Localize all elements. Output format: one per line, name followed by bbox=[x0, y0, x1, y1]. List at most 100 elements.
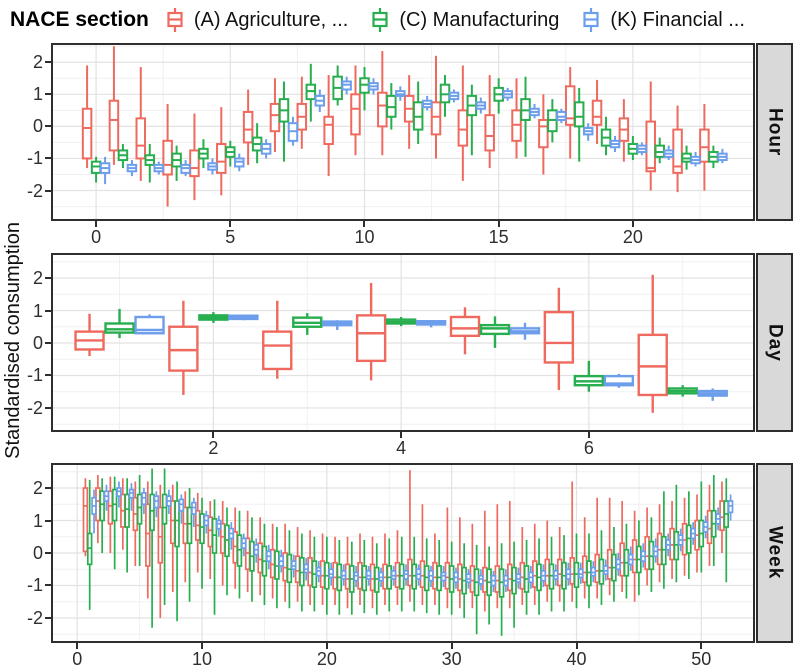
x-tick-label: 15 bbox=[488, 227, 509, 247]
y-tick-mark bbox=[45, 157, 51, 160]
boxplot bbox=[382, 533, 388, 605]
boxplot bbox=[166, 489, 172, 515]
boxplot bbox=[412, 81, 424, 145]
boxplot bbox=[399, 536, 405, 612]
y-tick-label: -1 bbox=[26, 365, 43, 386]
boxplot bbox=[145, 481, 151, 599]
x-tick-mark bbox=[201, 643, 204, 649]
boxplot bbox=[444, 507, 451, 609]
boxplot bbox=[353, 565, 359, 588]
boxplot bbox=[636, 142, 648, 156]
boxplot bbox=[180, 160, 191, 177]
x-tick-mark bbox=[631, 221, 634, 227]
boxplot bbox=[586, 533, 592, 609]
boxplot bbox=[207, 501, 213, 579]
panel-border bbox=[51, 463, 755, 643]
y-tick-label: 0 bbox=[32, 543, 43, 563]
boxplot bbox=[116, 481, 122, 508]
x-tick-label: 2 bbox=[208, 438, 219, 458]
y-tick-label: -2 bbox=[26, 397, 43, 418]
boxplot bbox=[606, 497, 613, 596]
boxplot bbox=[565, 562, 572, 586]
boxplot bbox=[581, 517, 588, 599]
x-tick-mark bbox=[363, 221, 366, 227]
boxplot bbox=[224, 507, 230, 596]
boxplot bbox=[228, 522, 235, 550]
boxplot bbox=[603, 373, 635, 388]
boxplot bbox=[278, 81, 290, 162]
boxplot bbox=[453, 567, 459, 589]
boxplot bbox=[449, 307, 481, 355]
boxplot bbox=[385, 316, 417, 327]
boxplot bbox=[600, 116, 612, 156]
boxplot bbox=[407, 470, 413, 602]
panel-border bbox=[51, 253, 755, 432]
y-tick-label: -2 bbox=[26, 607, 43, 628]
boxplot bbox=[609, 136, 621, 153]
boxplot bbox=[174, 481, 180, 622]
boxplot bbox=[473, 544, 480, 635]
boxplot bbox=[717, 148, 728, 164]
panel-border bbox=[51, 43, 755, 221]
boxplot bbox=[332, 65, 343, 106]
boxplot bbox=[144, 144, 156, 183]
x-tick-mark bbox=[229, 221, 232, 227]
legend-item-financial: (K) Financial ... bbox=[581, 7, 745, 33]
y-tick-mark bbox=[45, 125, 51, 128]
boxplot bbox=[225, 140, 236, 167]
boxplot bbox=[303, 557, 309, 581]
y-tick-label: -2 bbox=[26, 180, 43, 201]
boxplot bbox=[461, 543, 467, 618]
y-tick-mark bbox=[45, 406, 51, 409]
boxplot bbox=[198, 139, 209, 169]
boxplot bbox=[292, 313, 323, 335]
boxplot bbox=[124, 478, 130, 573]
boxplot bbox=[135, 67, 147, 181]
boxplot bbox=[697, 388, 728, 401]
boxplot bbox=[199, 497, 205, 589]
boxplot bbox=[311, 536, 318, 612]
boxplot bbox=[91, 489, 97, 534]
boxplot bbox=[486, 546, 492, 625]
boxplot bbox=[234, 153, 245, 172]
boxplot bbox=[428, 565, 434, 588]
boxplot bbox=[702, 515, 709, 539]
boxplot bbox=[667, 385, 698, 397]
boxplot bbox=[228, 314, 259, 321]
x-tick-label: 50 bbox=[691, 649, 712, 668]
boxplot bbox=[365, 565, 372, 586]
boxplot bbox=[341, 76, 352, 95]
boxplot bbox=[511, 78, 522, 159]
boxplot bbox=[548, 536, 555, 612]
boxplot bbox=[573, 87, 585, 162]
x-tick-mark bbox=[575, 643, 578, 649]
y-tick-mark bbox=[45, 487, 51, 490]
x-tick-mark bbox=[400, 432, 403, 438]
x-tick-mark bbox=[450, 643, 453, 649]
panel-hour bbox=[51, 43, 755, 221]
boxplot bbox=[432, 533, 438, 605]
boxplot bbox=[656, 504, 663, 583]
boxplot bbox=[390, 565, 397, 586]
boxplot bbox=[640, 543, 646, 568]
boxplot bbox=[134, 314, 165, 335]
facet-strip-week: Week bbox=[756, 463, 793, 643]
boxplot bbox=[232, 507, 238, 589]
boxplot bbox=[681, 145, 692, 170]
boxplot bbox=[547, 99, 558, 143]
panel-day bbox=[51, 253, 755, 432]
boxplot bbox=[411, 536, 417, 612]
boxplot bbox=[219, 501, 226, 586]
x-tick-label: 5 bbox=[225, 227, 236, 247]
y-tick-label: 1 bbox=[32, 300, 43, 321]
boxplot bbox=[415, 320, 447, 328]
boxplot bbox=[708, 145, 719, 169]
x-tick-mark bbox=[587, 432, 590, 438]
x-tick-label: 0 bbox=[72, 649, 83, 668]
boxplot bbox=[269, 78, 281, 153]
x-tick-label: 30 bbox=[441, 649, 462, 668]
boxplot bbox=[82, 478, 89, 557]
boxplot bbox=[117, 144, 129, 169]
boxplot bbox=[314, 89, 326, 112]
